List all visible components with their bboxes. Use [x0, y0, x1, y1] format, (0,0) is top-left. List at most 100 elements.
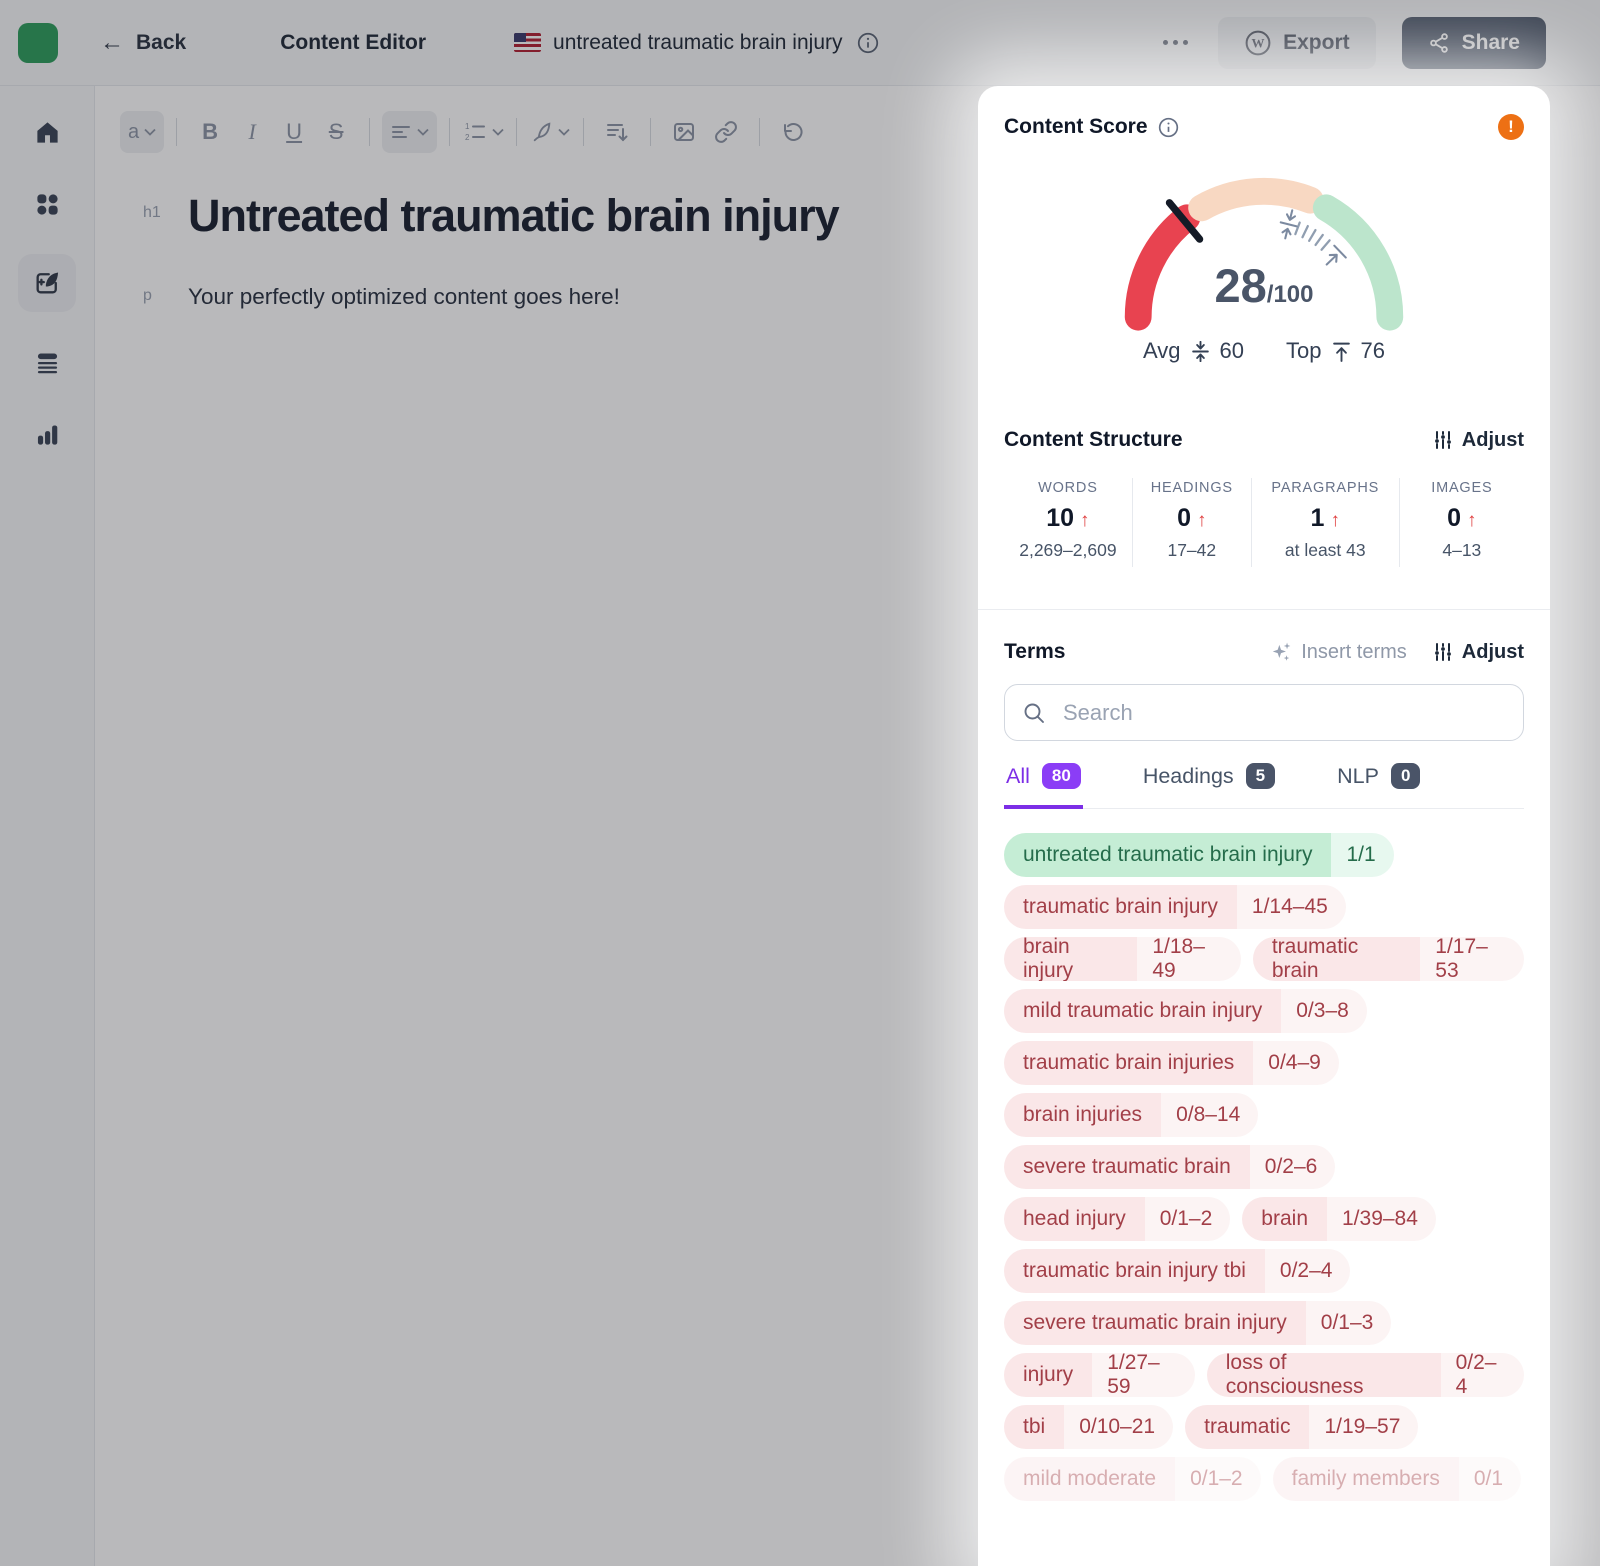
- term-chip[interactable]: traumatic brain injury tbi 0/2–4: [1004, 1249, 1351, 1293]
- bar-chart-icon: [37, 425, 57, 445]
- term-count: 0/8–14: [1161, 1093, 1259, 1137]
- heading-block[interactable]: h1 Untreated traumatic brain injury: [95, 190, 1600, 242]
- term-chip[interactable]: traumatic 1/19–57: [1185, 1405, 1419, 1449]
- structure-stats: WORDS 10 ↑ 2,269–2,609 HEADINGS 0 ↑ 17–42 PARAGR…: [1004, 478, 1524, 567]
- term-text: untreated traumatic brain injury: [1004, 833, 1332, 877]
- export-label: Export: [1283, 30, 1350, 54]
- term-chip[interactable]: injury 1/27–59: [1004, 1353, 1195, 1397]
- term-chip[interactable]: severe traumatic brain injury 0/1–3: [1004, 1301, 1392, 1345]
- term-text: family members: [1272, 1457, 1459, 1501]
- highlight-pen-dropdown[interactable]: [529, 111, 571, 153]
- stat-label: PARAGRAPHS: [1271, 480, 1380, 496]
- search-input[interactable]: [1004, 684, 1524, 741]
- share-label: Share: [1461, 30, 1520, 54]
- topbar-actions: W Export Share: [1159, 16, 1546, 69]
- term-chip[interactable]: severe traumatic brain 0/2–6: [1004, 1145, 1336, 1189]
- undo-button[interactable]: [772, 111, 814, 153]
- more-options-button[interactable]: [1159, 30, 1192, 55]
- share-button[interactable]: Share: [1401, 16, 1546, 69]
- gauge-top-marker: [1325, 244, 1347, 266]
- term-chip[interactable]: brain 1/39–84: [1242, 1197, 1436, 1241]
- term-row: mild moderate 0/1–2 family members 0/1: [1004, 1457, 1524, 1501]
- italic-button[interactable]: I: [248, 119, 256, 144]
- term-count: 1/18–49: [1137, 937, 1241, 981]
- term-text: mild moderate: [1004, 1457, 1176, 1501]
- text-style-dropdown[interactable]: a: [120, 111, 165, 153]
- compose-icon: [36, 272, 59, 294]
- top-label: Top: [1286, 338, 1322, 363]
- term-chip[interactable]: mild traumatic brain injury 0/3–8: [1004, 989, 1367, 1033]
- underline-button[interactable]: U: [286, 119, 303, 144]
- term-count: 0/1–2: [1175, 1457, 1261, 1501]
- gauge-zone-high: [1312, 194, 1404, 331]
- term-row: traumatic brain injury tbi 0/2–4: [1004, 1249, 1524, 1293]
- term-chip[interactable]: mild moderate 0/1–2: [1004, 1457, 1261, 1501]
- ordered-list-dropdown[interactable]: 1 2: [462, 111, 504, 153]
- terms-adjust-button[interactable]: Adjust: [1433, 641, 1524, 664]
- term-text: mild traumatic brain injury: [1004, 989, 1282, 1033]
- top-bar: ← Back Content Editor untreated traumati…: [0, 0, 1600, 86]
- strikethrough-button[interactable]: S: [328, 119, 344, 144]
- terms-header: Terms Insert terms Adjust: [1004, 640, 1524, 664]
- sliders-icon: [1434, 643, 1451, 661]
- avg-label: Avg: [1143, 338, 1181, 363]
- insert-link-button[interactable]: [705, 111, 747, 153]
- stat-images: IMAGES 0 ↑ 4–13: [1398, 478, 1524, 567]
- stat-value: 10: [1046, 504, 1075, 532]
- sidebar-item-outline[interactable]: [25, 340, 69, 384]
- top-benchmark: Top 76: [1286, 338, 1385, 364]
- tab-count-badge: 80: [1041, 763, 1081, 789]
- term-chip[interactable]: traumatic brain injuries 0/4–9: [1004, 1041, 1339, 1085]
- term-chip[interactable]: untreated traumatic brain injury 1/1: [1004, 833, 1394, 877]
- score-value: 28: [1214, 259, 1267, 312]
- term-count: 1/27–59: [1092, 1353, 1195, 1397]
- back-button[interactable]: ← Back: [100, 30, 186, 55]
- term-text: brain: [1242, 1197, 1327, 1241]
- term-count: 0/1–3: [1305, 1301, 1392, 1345]
- export-button[interactable]: W Export: [1218, 16, 1376, 69]
- insert-terms-button[interactable]: Insert terms: [1270, 641, 1407, 664]
- sidebar-item-analytics[interactable]: [25, 412, 69, 456]
- term-chip[interactable]: traumatic brain injury 1/14–45: [1004, 885, 1346, 929]
- term-chip[interactable]: traumatic brain 1/17–53: [1252, 937, 1524, 981]
- term-text: severe traumatic brain injury: [1004, 1301, 1306, 1345]
- sidebar-item-apps[interactable]: [25, 182, 69, 226]
- score-alert-badge[interactable]: !: [1498, 114, 1524, 140]
- term-text: traumatic brain: [1252, 937, 1421, 981]
- tab-count-badge: 0: [1390, 763, 1421, 789]
- term-count: 0/3–8: [1281, 989, 1367, 1033]
- brand-logo[interactable]: [18, 22, 58, 63]
- term-chip[interactable]: family members 0/1: [1272, 1457, 1522, 1501]
- info-icon[interactable]: [857, 32, 879, 54]
- gauge-ticks: [1294, 221, 1331, 251]
- document-paragraph[interactable]: Your perfectly optimized content goes he…: [188, 284, 620, 309]
- tab-all[interactable]: All 80: [1004, 757, 1083, 809]
- sidebar-item-home[interactable]: [25, 110, 69, 154]
- tab-nlp[interactable]: NLP 0: [1335, 757, 1422, 809]
- term-chip[interactable]: brain injuries 0/8–14: [1004, 1093, 1259, 1137]
- clear-formatting-button[interactable]: [596, 111, 638, 153]
- structure-adjust-button[interactable]: Adjust: [1433, 429, 1524, 452]
- stat-value: 0: [1447, 504, 1462, 532]
- score-max: /100: [1266, 281, 1314, 308]
- tab-headings[interactable]: Headings 5: [1141, 757, 1277, 809]
- term-count: 0/2–6: [1249, 1145, 1336, 1189]
- term-count: 0/1: [1458, 1457, 1522, 1501]
- content-score-info-icon[interactable]: [1158, 117, 1179, 138]
- insert-image-button[interactable]: [663, 111, 705, 153]
- align-dropdown[interactable]: [382, 111, 438, 153]
- paragraph-block[interactable]: p Your perfectly optimized content goes …: [95, 284, 1600, 310]
- term-count: 0/10–21: [1064, 1405, 1174, 1449]
- term-chip[interactable]: loss of consciousness 0/2–4: [1206, 1353, 1524, 1397]
- stat-range: 2,269–2,609: [1019, 540, 1117, 560]
- document-title: untreated traumatic brain injury: [553, 30, 843, 54]
- bold-button[interactable]: B: [202, 119, 219, 144]
- content-score-panel: Content Score !: [978, 86, 1550, 1566]
- term-chip[interactable]: head injury 0/1–2: [1004, 1197, 1231, 1241]
- term-chip[interactable]: tbi 0/10–21: [1004, 1405, 1174, 1449]
- home-icon: [36, 121, 58, 143]
- sidebar-item-content-editor[interactable]: [18, 254, 76, 312]
- tab-label: Headings: [1142, 763, 1234, 788]
- document-heading[interactable]: Untreated traumatic brain injury: [188, 190, 840, 241]
- term-chip[interactable]: brain injury 1/18–49: [1004, 937, 1241, 981]
